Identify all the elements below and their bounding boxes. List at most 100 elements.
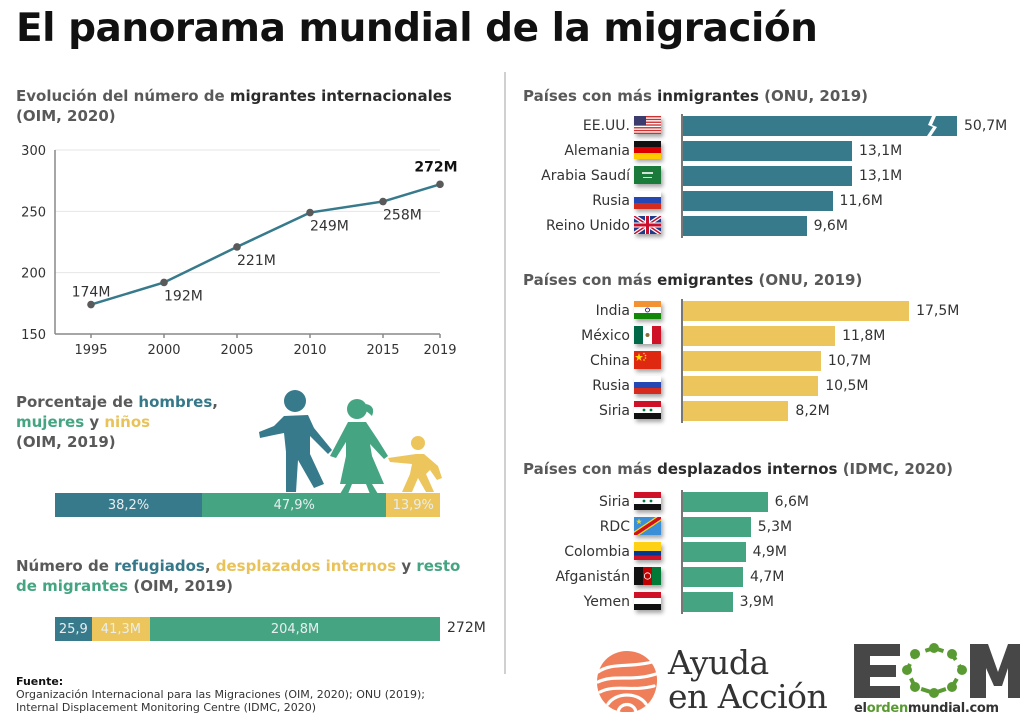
x-tick-label: 2005 (220, 343, 253, 358)
line-chart: 150 200 250 300 1995 2000 2005 2010 2015 2019 174M… (21, 144, 457, 358)
data-label: 221M (237, 253, 276, 269)
imm-title-pre: Países con más (523, 87, 658, 105)
bar (682, 141, 852, 161)
emi-title-hl: emigrantes (657, 271, 754, 289)
bar-row: Rusia 11,6M (520, 191, 1000, 211)
segment-label: 204,8M (270, 621, 320, 637)
column-divider (504, 72, 506, 674)
bar (682, 191, 833, 211)
flag-cd-icon (634, 517, 661, 535)
bar-row: Siria 8,2M (520, 401, 1000, 421)
gender-stacked-bar: 38,2% 47,9% 13,9% (55, 493, 440, 517)
aea-line-2: en Acción (668, 677, 828, 716)
country-label: Siria (598, 403, 630, 419)
gender-section-title: Porcentaje de hombres, mujeres y niños (… (16, 392, 246, 452)
bar-row: Alemania 13,1M (520, 141, 1000, 161)
segment-niños: 13,9% (386, 493, 440, 517)
country-label: Arabia Saudí (541, 168, 630, 184)
bar-row: Rusia 10,5M (520, 376, 1000, 396)
source-text: Organización Internacional para las Migr… (16, 688, 425, 714)
value-label: 5,3M (757, 519, 793, 535)
value-label: 8,2M (795, 403, 830, 419)
y-tick-label: 300 (21, 144, 46, 159)
flag-sy-icon (634, 401, 661, 419)
flag-sa-icon (634, 166, 661, 184)
segment-desplazados-internos: 41,3M (91, 617, 151, 641)
flag-us-icon (634, 116, 661, 134)
idp-title: Países con más desplazados internos (IDM… (523, 459, 953, 479)
eom-logo-icon (854, 643, 1020, 698)
data-point (160, 278, 168, 287)
bar-row: EE.UU. 50,7M (520, 116, 1007, 136)
immigrants-bar-chart: EE.UU. 50,7M Alemania 13,1M Arabia Saudí 13,1… (520, 114, 1007, 241)
value-label: 10,7M (827, 353, 872, 369)
country-label: RDC (599, 519, 630, 535)
ref-comma: , (204, 557, 216, 575)
bar (682, 517, 751, 537)
segment-label: 25,9 (58, 621, 88, 637)
bar-row: China 10,7M (520, 351, 1000, 371)
y-tick-label: 250 (21, 205, 46, 220)
flag-mx-icon (634, 326, 661, 344)
country-label: Alemania (564, 143, 630, 159)
bar-axis-line (681, 114, 683, 238)
flag-sy-icon (634, 492, 661, 510)
line-title-pre: Evolución del número de (16, 87, 230, 105)
bar-row: México 11,8M (520, 326, 1000, 346)
data-label: 258M (383, 208, 422, 224)
gender-word-ninos: niños (104, 413, 151, 431)
value-label: 9,6M (813, 218, 848, 234)
bar (682, 592, 733, 612)
country-label: Rusia (592, 378, 630, 394)
data-label: 249M (310, 219, 349, 235)
series-line (90, 183, 441, 306)
line-chart-title: Evolución del número de migrantes intern… (16, 86, 486, 126)
flag-gb-icon (634, 216, 661, 234)
data-label: 192M (164, 288, 203, 304)
bar-row: India 17,5M (520, 301, 1000, 321)
ref-word-migrantes: de migrantes (16, 577, 129, 595)
bar (682, 326, 836, 346)
data-point (87, 300, 95, 309)
gender-word-hombres: hombres (138, 393, 213, 411)
eom-url-a: el (854, 701, 867, 716)
flag-ru-icon (634, 376, 661, 394)
data-label: 272M (414, 159, 457, 175)
eom-url-c: mundial.com (907, 701, 999, 716)
page-title: El panorama mundial de la migración (16, 6, 818, 51)
data-point (436, 180, 444, 189)
country-label: Siria (598, 494, 630, 510)
refugees-section-title: Número de refugiados, desplazados intern… (16, 556, 486, 596)
family-pictogram-icon (259, 390, 442, 493)
axis-break-icon (927, 116, 937, 136)
x-tick-label: 2010 (293, 343, 326, 358)
gender-comma: , (212, 393, 218, 411)
segment-hombres: 38,2% (55, 493, 203, 517)
value-label: 11,8M (842, 328, 886, 344)
bar-row: Reino Unido 9,6M (520, 216, 1000, 236)
flag-ye-icon (634, 592, 661, 610)
data-point (306, 208, 314, 217)
value-label: 4,7M (749, 569, 785, 585)
data-label: 174M (72, 285, 111, 301)
bar (682, 116, 957, 136)
bar-row: Yemen 3,9M (520, 592, 1000, 612)
eom-url-b: orden (866, 701, 909, 716)
country-label: Reino Unido (546, 218, 630, 234)
gender-word-mujeres: mujeres (16, 413, 85, 431)
source-label: Fuente: (16, 675, 64, 688)
segment-label: 47,9% (273, 497, 315, 513)
source-line-2: Internal Displacement Monitoring Centre … (16, 701, 317, 714)
country-label: Afganistán (555, 569, 630, 585)
ayuda-en-accion-logo-icon (596, 651, 658, 714)
x-tick-label: 2019 (423, 343, 456, 358)
flag-af-icon (634, 567, 661, 585)
segment-label: 38,2% (107, 497, 150, 513)
bar-row: Colombia 4,9M (520, 542, 1000, 562)
bar-row: Siria 6,6M (520, 492, 1000, 512)
country-label: EE.UU. (582, 118, 630, 134)
child-figure-icon (388, 436, 442, 492)
bar (682, 301, 910, 321)
ayuda-en-accion-logo-text: Ayuda en Acción (668, 646, 828, 716)
segment-mujeres: 47,9% (202, 493, 387, 517)
